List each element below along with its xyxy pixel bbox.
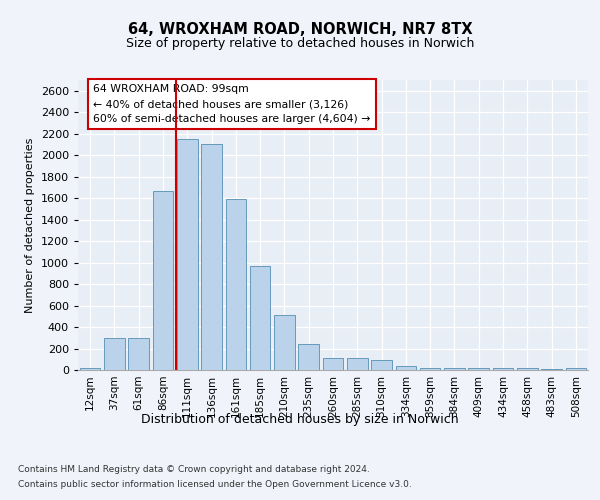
Bar bbox=[371, 360, 392, 370]
Text: Contains HM Land Registry data © Crown copyright and database right 2024.: Contains HM Land Registry data © Crown c… bbox=[18, 465, 370, 474]
Bar bbox=[128, 338, 149, 370]
Bar bbox=[250, 266, 271, 370]
Bar bbox=[493, 368, 514, 370]
Bar bbox=[80, 368, 100, 370]
Bar bbox=[347, 358, 368, 370]
Bar bbox=[177, 139, 197, 370]
Text: Distribution of detached houses by size in Norwich: Distribution of detached houses by size … bbox=[141, 412, 459, 426]
Bar bbox=[201, 144, 222, 370]
Text: Size of property relative to detached houses in Norwich: Size of property relative to detached ho… bbox=[126, 38, 474, 51]
Bar bbox=[226, 199, 246, 370]
Bar bbox=[323, 358, 343, 370]
Bar bbox=[566, 368, 586, 370]
Bar bbox=[395, 366, 416, 370]
Text: Contains public sector information licensed under the Open Government Licence v3: Contains public sector information licen… bbox=[18, 480, 412, 489]
Text: 64, WROXHAM ROAD, NORWICH, NR7 8TX: 64, WROXHAM ROAD, NORWICH, NR7 8TX bbox=[128, 22, 472, 38]
Bar bbox=[469, 368, 489, 370]
Bar bbox=[104, 338, 125, 370]
Bar bbox=[517, 368, 538, 370]
Bar bbox=[420, 368, 440, 370]
Bar bbox=[444, 368, 465, 370]
Bar bbox=[298, 344, 319, 370]
Bar bbox=[274, 315, 295, 370]
Y-axis label: Number of detached properties: Number of detached properties bbox=[25, 138, 35, 312]
Text: 64 WROXHAM ROAD: 99sqm
← 40% of detached houses are smaller (3,126)
60% of semi-: 64 WROXHAM ROAD: 99sqm ← 40% of detached… bbox=[94, 84, 371, 124]
Bar bbox=[152, 190, 173, 370]
